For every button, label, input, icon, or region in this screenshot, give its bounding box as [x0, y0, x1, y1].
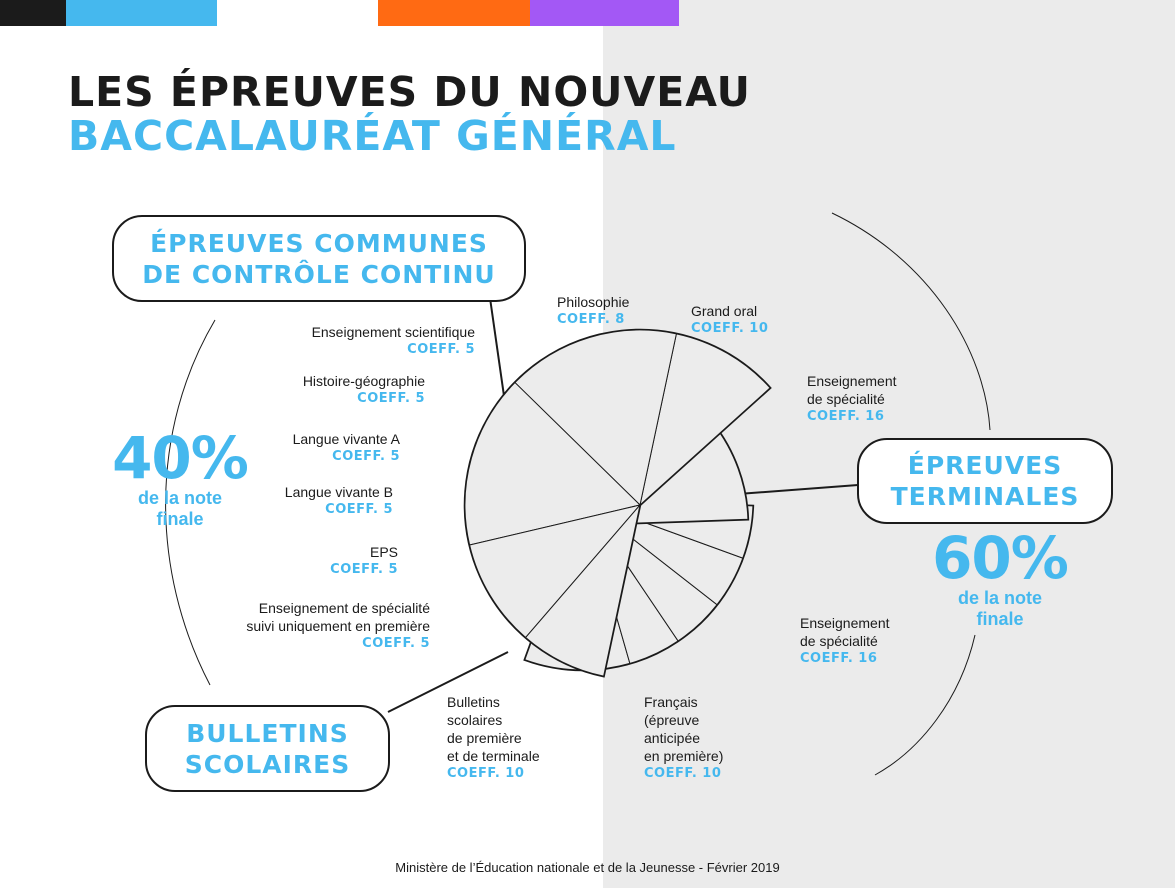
slice-text: Langue vivante A	[292, 431, 400, 447]
slice-text: de première	[447, 730, 522, 746]
slice-label-grand-oral: Grand oral COEFF. 10	[691, 302, 768, 338]
slice-text: Philosophie	[557, 294, 630, 310]
slice-text: EPS	[369, 544, 398, 560]
communes-caption-2: finale	[156, 509, 204, 529]
slice-text: Histoire-géographie	[302, 373, 425, 389]
slice-terminales-2	[464, 381, 641, 546]
slice-text: Bulletins	[447, 694, 500, 710]
right-arc-top	[831, 212, 991, 431]
slice-label-eps: EPS COEFF. 5	[330, 543, 398, 579]
leader-terminales	[737, 484, 859, 495]
terminales-percent: 60%	[932, 524, 1069, 592]
communes-label-line-1: ÉPREUVES COMMUNES	[150, 228, 488, 258]
slice-coef: COEFF. 5	[325, 502, 393, 517]
slice-text: en première)	[644, 748, 724, 764]
page-title: LES ÉPREUVES DU NOUVEAU BACCALAURÉAT GÉN…	[68, 70, 751, 158]
slice-text: suivi uniquement en première	[246, 618, 430, 634]
terminales-caption-2: finale	[976, 609, 1024, 629]
top-bar-dark	[0, 0, 66, 26]
slice-text: Langue vivante B	[284, 484, 393, 500]
slice-label-francais: Français (épreuve anticipée en première)…	[644, 693, 723, 783]
slice-label-histoire-geographie: Histoire-géographie COEFF. 5	[303, 372, 425, 408]
top-bar-blue	[66, 0, 217, 26]
slice-text: scolaires	[447, 712, 503, 728]
communes-label-line-2: DE CONTRÔLE CONTINU	[142, 259, 496, 289]
terminales-label-line-1: ÉPREUVES	[907, 451, 1063, 480]
terminales-label: ÉPREUVES TERMINALES	[857, 438, 1113, 524]
top-bar-orange	[378, 0, 530, 26]
right-arc-bottom	[874, 634, 976, 776]
slice-text: Grand oral	[691, 303, 758, 319]
bulletins-label-line-1: BULLETINS	[186, 718, 349, 748]
slice-coef: COEFF. 8	[557, 312, 625, 327]
slice-coef: COEFF. 5	[362, 636, 430, 651]
slice-label-specialite-premiere: Enseignement de spécialité suivi uniquem…	[246, 599, 430, 653]
communes-caption-1: de la note	[137, 488, 222, 508]
slice-text: (épreuve	[644, 712, 700, 728]
slice-coef: COEFF. 5	[357, 391, 425, 406]
slice-label-philosophie: Philosophie COEFF. 8	[557, 293, 629, 329]
slice-text: Enseignement scientifique	[311, 324, 475, 340]
terminales-caption-1: de la note	[957, 588, 1042, 608]
slice-coef: COEFF. 16	[807, 409, 885, 424]
slice-label-specialite-2: Enseignement de spécialité COEFF. 16	[800, 614, 890, 668]
slice-text: Enseignement de spécialité	[258, 600, 430, 616]
top-bar-purple	[530, 0, 679, 26]
slice-label-enseignement-scientifique: Enseignement scientifique COEFF. 5	[312, 323, 475, 359]
title-line-1: LES ÉPREUVES DU NOUVEAU	[68, 68, 751, 116]
communes-label: ÉPREUVES COMMUNES DE CONTRÔLE CONTINU	[112, 215, 526, 302]
slice-terminales-3	[469, 504, 642, 639]
slice-coef: COEFF. 10	[447, 766, 525, 781]
title-line-2: BACCALAURÉAT GÉNÉRAL	[68, 112, 677, 160]
slice-terminales-4	[524, 504, 641, 677]
slice-coef: COEFF. 16	[800, 651, 878, 666]
slice-text: anticipée	[644, 730, 701, 746]
slice-coef: COEFF. 10	[691, 321, 769, 336]
leader-bulletins	[387, 651, 509, 713]
slice-coef: COEFF. 5	[332, 449, 400, 464]
slice-coef: COEFF. 5	[407, 342, 475, 357]
terminales-percent-block: 60% de la note finale	[920, 528, 1080, 630]
footer-credit: Ministère de l’Éducation nationale et de…	[395, 860, 780, 875]
slice-text: Français	[644, 694, 698, 710]
slice-text: et de terminale	[447, 748, 540, 764]
left-arc	[165, 319, 216, 686]
slice-text: de spécialité	[807, 391, 885, 407]
slice-coef: COEFF. 10	[644, 766, 722, 781]
slice-text: Enseignement	[800, 615, 890, 631]
slice-label-specialite-1: Enseignement de spécialité COEFF. 16	[807, 372, 897, 426]
slice-terminales-1	[514, 329, 677, 506]
bulletins-label-line-2: SCOLAIRES	[184, 749, 351, 779]
slice-label-langue-vivante-a: Langue vivante A COEFF. 5	[293, 430, 400, 466]
slice-label-bulletins: Bulletins scolaires de première et de te…	[447, 693, 540, 783]
communes-percent-block: 40% de la note finale	[100, 428, 260, 530]
slice-text: Enseignement	[807, 373, 897, 389]
bulletins-label: BULLETINS SCOLAIRES	[145, 705, 390, 792]
slice-label-langue-vivante-b: Langue vivante B COEFF. 5	[285, 483, 393, 519]
slice-terminales-0	[639, 333, 771, 507]
slice-coef: COEFF. 5	[330, 562, 398, 577]
slice-text: de spécialité	[800, 633, 878, 649]
terminales-label-line-2: TERMINALES	[890, 482, 1080, 511]
communes-percent: 40%	[112, 424, 249, 492]
